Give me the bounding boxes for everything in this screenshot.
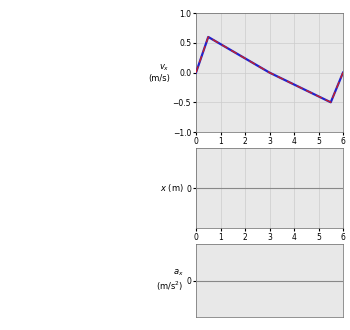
Y-axis label: $v_x$
(m/s): $v_x$ (m/s) xyxy=(148,62,170,83)
Y-axis label: $x$ (m): $x$ (m) xyxy=(160,182,183,194)
X-axis label: time (sec): time (sec) xyxy=(248,244,291,253)
Y-axis label: $a_x$
(m/s$^2$): $a_x$ (m/s$^2$) xyxy=(156,268,183,293)
X-axis label: time (sec): time (sec) xyxy=(248,148,291,158)
